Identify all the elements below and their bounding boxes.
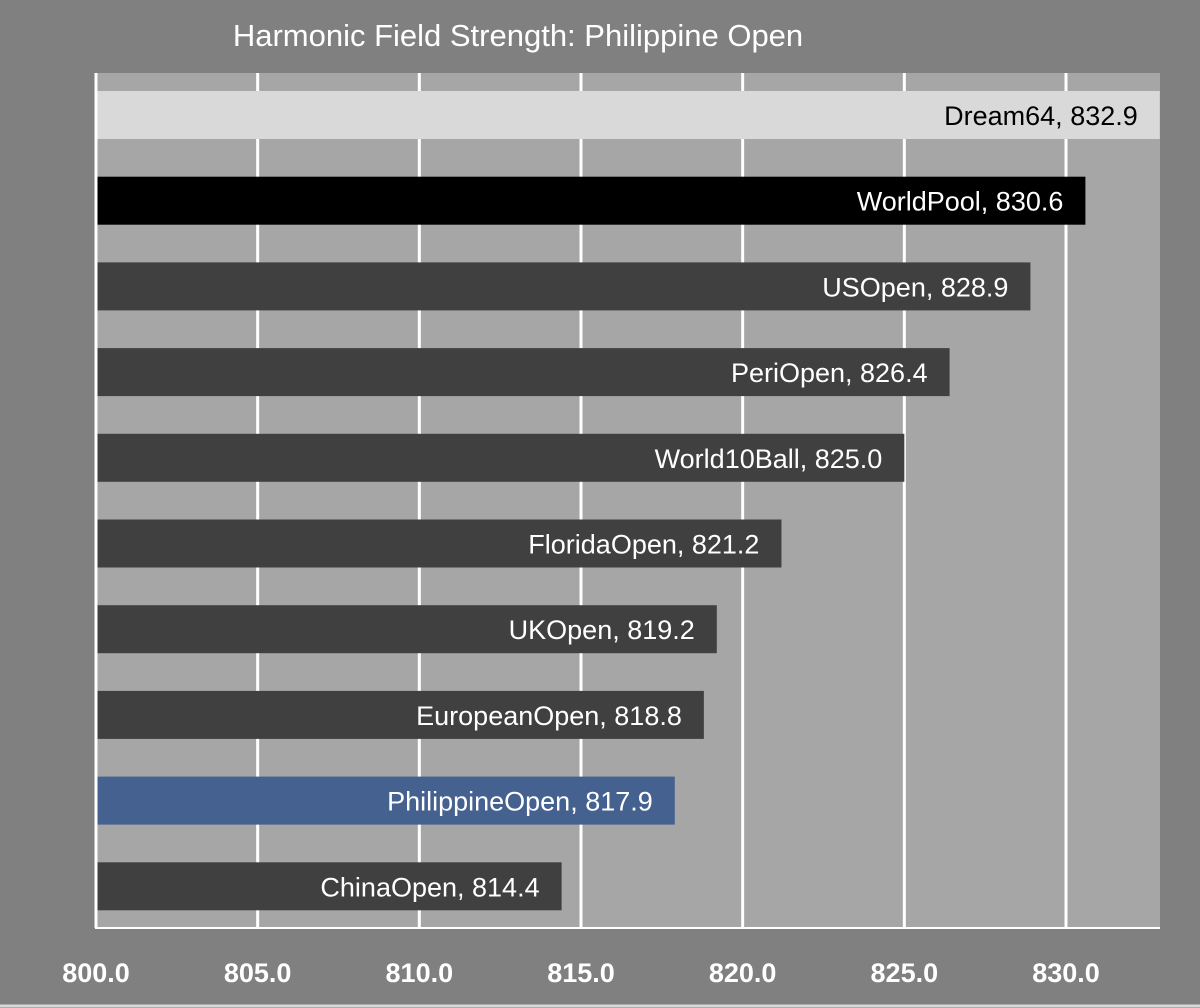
bar-periopen — [96, 348, 950, 397]
x-tick-label: 805.0 — [224, 958, 292, 988]
data-label: PhilippineOpen, 817.9 — [387, 787, 653, 817]
x-tick-label: 825.0 — [871, 958, 939, 988]
x-tick-label: 820.0 — [709, 958, 777, 988]
data-label: Dream64, 832.9 — [944, 101, 1138, 131]
data-label: WorldPool, 830.6 — [857, 187, 1064, 217]
data-label: EuropeanOpen, 818.8 — [416, 701, 682, 731]
data-label: USOpen, 828.9 — [822, 272, 1008, 302]
x-tick-label: 815.0 — [547, 958, 615, 988]
x-tick-label: 810.0 — [386, 958, 454, 988]
bar-chinaopen — [96, 862, 562, 911]
bar-ukopen — [96, 605, 717, 654]
bar-usopen — [96, 262, 1031, 311]
bar-worldpool — [96, 176, 1086, 225]
x-tick-label: 830.0 — [1032, 958, 1100, 988]
data-label: World10Ball, 825.0 — [655, 444, 883, 474]
data-label: UKOpen, 819.2 — [509, 615, 695, 645]
data-label: ChinaOpen, 814.4 — [320, 872, 539, 902]
bar-dream64 — [96, 91, 1160, 139]
bar-world10ball — [96, 433, 905, 482]
x-tick-label: 800.0 — [62, 958, 130, 988]
chart-title: Harmonic Field Strength: Philippine Open — [233, 18, 803, 53]
data-label: PeriOpen, 826.4 — [731, 358, 928, 388]
bar-floridaopen — [96, 519, 782, 568]
data-label: FloridaOpen, 821.2 — [528, 530, 759, 560]
bar-europeanopen — [96, 690, 704, 739]
bar-philippineopen — [96, 776, 675, 825]
